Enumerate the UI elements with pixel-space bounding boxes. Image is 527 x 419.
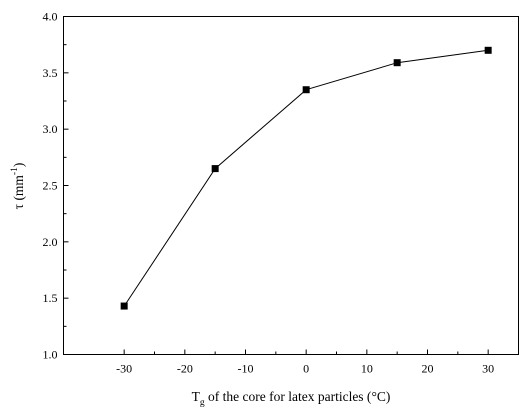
y-tick-label: 2.5 <box>43 179 58 193</box>
x-axis-title-prefix: T <box>192 389 201 404</box>
data-point-marker <box>302 86 310 94</box>
x-tick-label: 0 <box>303 362 309 376</box>
y-axis-ticks: 1.0 1.5 2.0 2.5 3.0 3.5 4.0 <box>43 10 69 362</box>
y-axis-title-superscript: -1 <box>10 167 20 175</box>
x-tick-label: 30 <box>482 362 494 376</box>
x-tick-label: -10 <box>238 362 254 376</box>
y-tick-label: 1.5 <box>43 291 58 305</box>
x-tick-label: 10 <box>361 362 373 376</box>
x-axis-title-subscript: g <box>200 398 205 408</box>
x-axis-ticks: -30 -20 -10 0 10 20 30 <box>116 349 494 376</box>
series-layer <box>120 46 492 310</box>
y-tick-label: 3.5 <box>43 66 58 80</box>
x-tick-label: -20 <box>177 362 193 376</box>
y-axis-title-main: τ (mm <box>11 175 26 210</box>
x-tick-label: 20 <box>422 362 434 376</box>
y-tick-label: 2.0 <box>43 235 58 249</box>
data-point-marker <box>393 59 401 67</box>
y-tick-label: 4.0 <box>43 10 58 24</box>
y-tick-label: 1.0 <box>43 348 58 362</box>
data-point-marker <box>484 46 492 54</box>
x-tick-label: -30 <box>116 362 132 376</box>
data-point-marker <box>211 165 219 173</box>
y-axis-title-suffix: ) <box>11 163 26 168</box>
y-tick-label: 3.0 <box>43 122 58 136</box>
x-axis-title: Tg of the core for latex particles (°C) <box>192 389 391 408</box>
x-axis-title-unit: °C <box>371 389 385 404</box>
y-axis-title: τ (mm-1) <box>10 163 26 210</box>
x-axis-title-text: of the core for latex particles ( <box>205 389 372 404</box>
plot-frame <box>63 16 519 355</box>
data-point-marker <box>120 302 128 310</box>
x-axis-title-suffix: ) <box>386 389 391 404</box>
